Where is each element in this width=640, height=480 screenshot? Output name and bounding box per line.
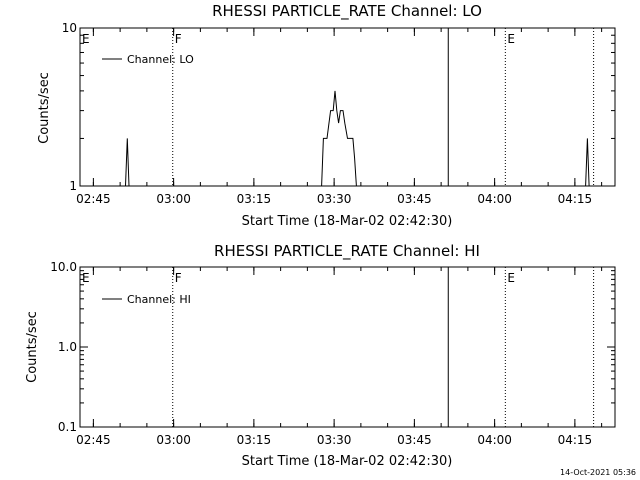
- y-ticks: 1 10: [62, 21, 615, 193]
- time-marker-label: E: [507, 271, 515, 285]
- x-tick-label: 03:15: [237, 433, 272, 447]
- x-tick-label: 04:15: [558, 192, 593, 206]
- x-tick-label: 04:00: [477, 433, 512, 447]
- chart-panel-hi: RHESSI PARTICLE_RATE Channel: HI Counts/…: [25, 242, 616, 469]
- y-tick-label: 1: [69, 179, 77, 193]
- time-marker-label: E: [82, 32, 90, 46]
- x-tick-label: 02:45: [76, 192, 111, 206]
- legend: Channel: HI: [102, 293, 191, 306]
- y-axis-label: Counts/sec: [37, 72, 52, 144]
- y-tick-label: 0.1: [58, 420, 77, 434]
- x-tick-label: 03:15: [237, 192, 272, 206]
- legend-label: Channel: HI: [127, 293, 191, 306]
- y-axis-label: Counts/sec: [25, 311, 40, 383]
- time-marker-label: E: [82, 271, 90, 285]
- chart-title: RHESSI PARTICLE_RATE Channel: HI: [214, 242, 480, 261]
- x-axis-label: Start Time (18-Mar-02 02:42:30): [242, 214, 453, 229]
- x-tick-label: 03:00: [156, 433, 191, 447]
- date-stamp: 14-Oct-2021 05:36: [560, 468, 636, 477]
- x-tick-label: 04:15: [558, 433, 593, 447]
- legend-label: Channel: LO: [127, 53, 194, 66]
- x-ticks: 02:45 03:00 03:15 03:30 03:45 04:00 04:15: [76, 267, 603, 447]
- x-tick-label: 03:30: [317, 433, 352, 447]
- time-marker-label: F: [175, 271, 182, 285]
- x-ticks: 02:45 03:00 03:15 03:30 03:45 04:00 04:15: [76, 28, 603, 206]
- x-tick-label: 02:45: [76, 433, 111, 447]
- legend: Channel: LO: [102, 53, 194, 66]
- x-tick-label: 03:45: [397, 192, 432, 206]
- x-tick-label: 04:00: [477, 192, 512, 206]
- chart-title: RHESSI PARTICLE_RATE Channel: LO: [212, 2, 482, 21]
- y-tick-label: 10.0: [50, 260, 77, 274]
- time-marker-label: E: [507, 32, 515, 46]
- y-ticks: 0.1 1.0 10.0: [50, 260, 615, 434]
- x-tick-label: 03:45: [397, 433, 432, 447]
- time-marker-label: F: [175, 32, 182, 46]
- y-tick-label: 1.0: [58, 340, 77, 354]
- series-group: [125, 90, 590, 187]
- x-axis-label: Start Time (18-Mar-02 02:42:30): [242, 454, 453, 469]
- y-tick-label: 10: [62, 21, 77, 35]
- x-tick-label: 03:00: [156, 192, 191, 206]
- series-line: [125, 90, 590, 187]
- chart-panel-lo: RHESSI PARTICLE_RATE Channel: LO Counts/…: [37, 2, 616, 229]
- x-tick-label: 03:30: [317, 192, 352, 206]
